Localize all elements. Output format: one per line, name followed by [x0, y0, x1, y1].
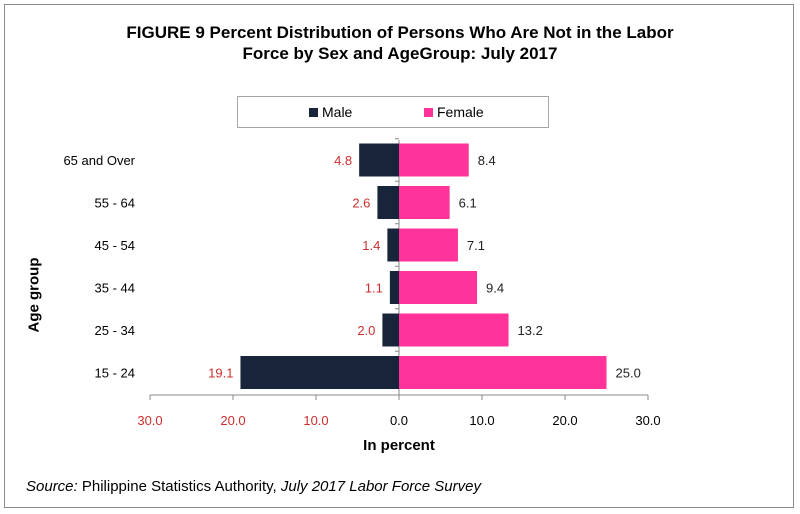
- category-label: 65 and Over: [63, 153, 135, 168]
- bar-female: [399, 271, 478, 304]
- chart-legend: Male Female: [237, 96, 549, 128]
- x-tick-label: 0.0: [390, 413, 408, 428]
- data-label-female: 9.4: [486, 281, 504, 296]
- source-label: Source:: [26, 478, 78, 495]
- legend-swatch-female: [424, 108, 433, 117]
- bar-male: [359, 143, 399, 177]
- category-label: 15 - 24: [95, 366, 135, 381]
- chart-title-line-1: FIGURE 9 Percent Distribution of Persons…: [126, 23, 674, 42]
- y-axis-label: Age group: [25, 257, 43, 333]
- chart-title-line-2: Force by Sex and AgeGroup: July 2017: [242, 44, 558, 63]
- x-tick-label: 20.0: [220, 413, 245, 428]
- category-label: 35 - 44: [95, 281, 135, 296]
- data-label-female: 25.0: [616, 366, 641, 381]
- x-tick-label: 10.0: [303, 413, 328, 428]
- bar-male: [240, 356, 399, 389]
- data-label-male: 2.6: [352, 196, 370, 211]
- data-label-male: 4.8: [334, 153, 352, 168]
- bar-male: [382, 313, 399, 347]
- x-tick-label: 20.0: [552, 413, 577, 428]
- data-label-male: 1.4: [362, 238, 380, 253]
- data-label-female: 6.1: [459, 196, 477, 211]
- legend-label-male: Male: [322, 104, 353, 120]
- bar-female: [399, 356, 607, 389]
- bar-male: [387, 228, 399, 262]
- category-label: 25 - 34: [95, 323, 135, 338]
- data-label-female: 8.4: [478, 153, 496, 168]
- bar-female: [399, 228, 458, 262]
- data-label-male: 19.1: [208, 366, 233, 381]
- x-tick-label: 30.0: [635, 413, 660, 428]
- legend-label-female: Female: [437, 104, 484, 120]
- data-label-male: 2.0: [357, 323, 375, 338]
- x-tick-label: 10.0: [469, 413, 494, 428]
- bar-male: [377, 186, 399, 219]
- x-axis-label: In percent: [363, 437, 435, 454]
- data-label-female: 13.2: [518, 323, 543, 338]
- bar-female: [399, 143, 469, 177]
- data-label-male: 1.1: [365, 281, 383, 296]
- legend-item-female: Female: [424, 104, 484, 120]
- bar-female: [399, 313, 509, 347]
- source-survey: July 2017 Labor Force Survey: [280, 478, 481, 495]
- legend-swatch-male: [309, 108, 318, 117]
- chart-title: FIGURE 9 Percent Distribution of Persons…: [0, 22, 800, 64]
- legend-item-male: Male: [309, 104, 352, 120]
- x-tick-label: 30.0: [137, 413, 162, 428]
- bar-male: [389, 271, 399, 304]
- bar-female: [399, 186, 450, 219]
- category-label: 55 - 64: [95, 196, 135, 211]
- data-label-female: 7.1: [467, 238, 485, 253]
- source-note: Source: Philippine Statistics Authority,…: [26, 478, 481, 495]
- source-authority: Philippine Statistics Authority,: [81, 478, 277, 495]
- category-label: 45 - 54: [95, 238, 135, 253]
